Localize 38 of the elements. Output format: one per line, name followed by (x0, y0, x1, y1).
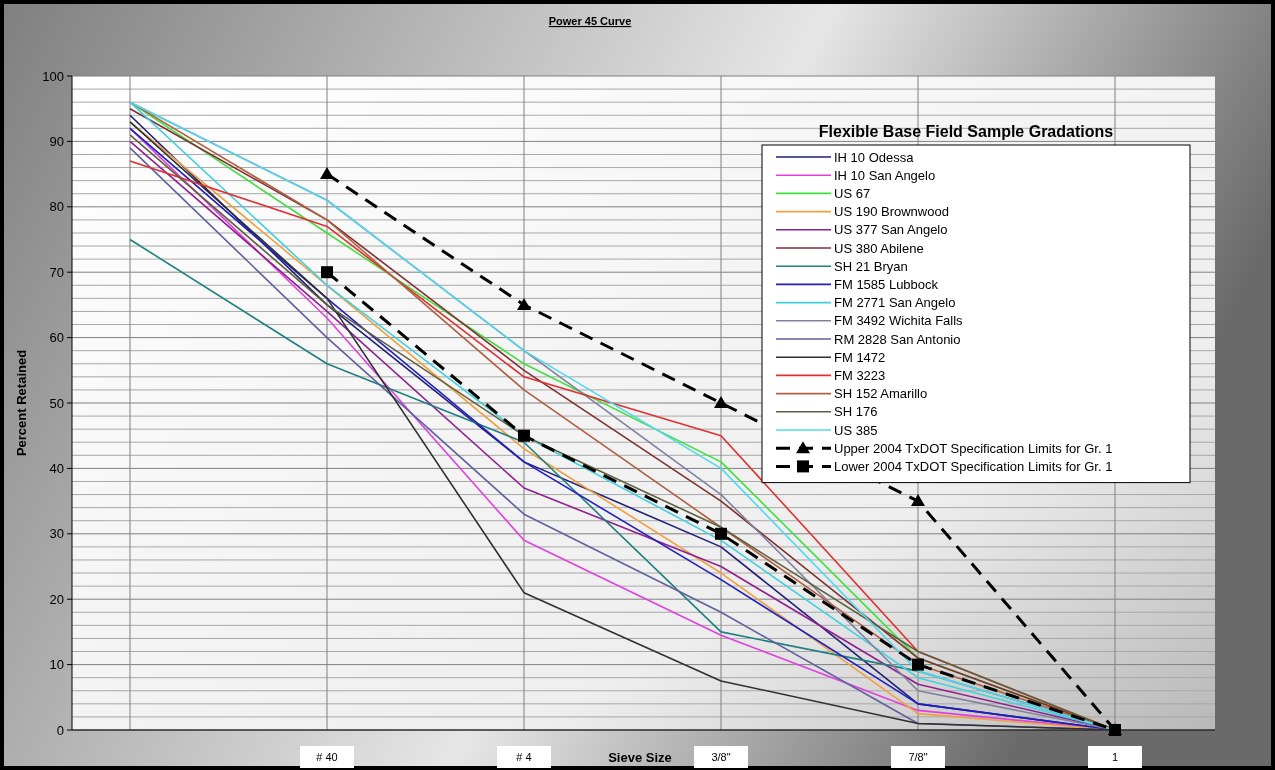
y-tick-label: 40 (49, 460, 64, 476)
x-tick-label: # 40 (316, 751, 338, 763)
legend-label: FM 1585 Lubbock (834, 276, 939, 292)
legend-label: Upper 2004 TxDOT Specification Limits for Gr. 1 (834, 440, 1113, 456)
x-tick-label: 1 (1111, 751, 1119, 763)
legend-label: FM 2771 San Angelo (834, 295, 956, 311)
y-tick-label: 20 (49, 591, 64, 607)
legend-label: FM 1472 (834, 349, 886, 365)
y-tick-label: 30 (49, 526, 64, 542)
chart-title: Power 45 Curve (548, 15, 632, 27)
legend-label: US 67 (834, 185, 871, 201)
y-axis-title: Percent Retained (14, 349, 29, 457)
x-axis-title: Sieve Size (608, 750, 672, 765)
legend-label: SH 21 Bryan (834, 258, 908, 274)
legend-label: US 190 Brownwood (834, 204, 949, 220)
legend-label: FM 3223 (834, 367, 886, 383)
y-tick-label: 0 (56, 722, 64, 738)
legend-label: SH 152 Amarillo (834, 386, 928, 402)
legend-label: IH 10 San Angelo (834, 167, 936, 183)
legend-label: US 380 Abilene (834, 240, 924, 256)
y-tick-label: 60 (49, 330, 64, 346)
x-tick-label: 7/8" (908, 751, 928, 763)
legend-label: US 377 San Angelo (834, 222, 948, 238)
legend-label: RM 2828 San Antonio (834, 331, 961, 347)
y-tick-label: 70 (49, 264, 64, 280)
y-tick-label: 80 (49, 199, 64, 215)
y-tick-label: 100 (42, 68, 64, 84)
legend-label: US 385 (834, 422, 878, 438)
legend-label: IH 10 Odessa (834, 149, 915, 165)
y-tick-label: 10 (49, 657, 64, 673)
legend-label: Lower 2004 TxDOT Specification Limits for Gr. 1 (834, 458, 1113, 474)
y-tick-label: 50 (49, 395, 64, 411)
x-tick-label: 3/8" (711, 751, 731, 763)
y-tick-label: 90 (49, 133, 64, 149)
legend-label: SH 176 (834, 404, 878, 420)
x-tick-label: # 4 (516, 751, 532, 763)
legend-label: FM 3492 Wichita Falls (834, 313, 964, 329)
legend-title: Flexible Base Field Sample Gradations (818, 123, 1114, 140)
